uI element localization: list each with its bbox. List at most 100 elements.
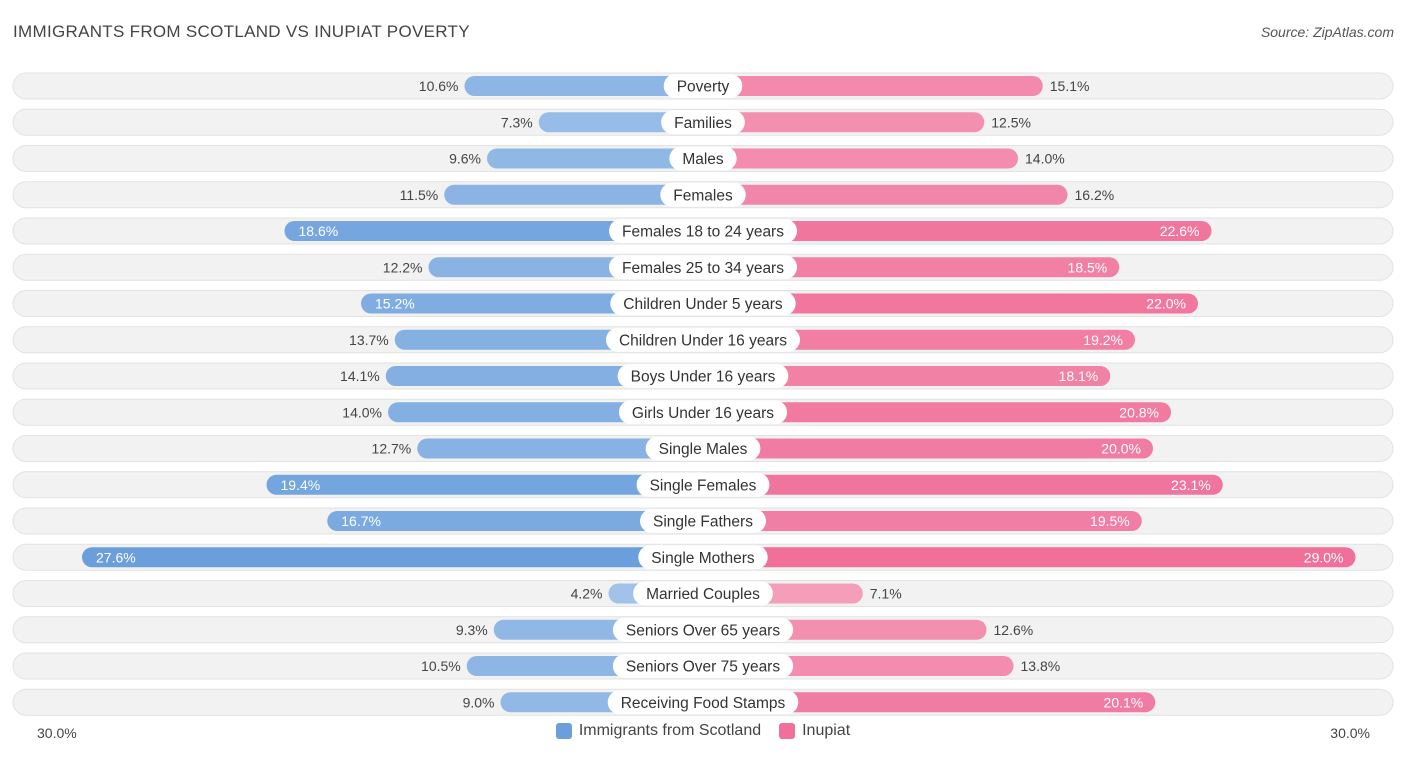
- legend-swatch-right: [779, 723, 796, 739]
- bar-right: [703, 148, 1018, 169]
- value-label-right: 13.8%: [1021, 658, 1061, 674]
- category-label-bg: [609, 255, 797, 280]
- bar-right: [703, 402, 1171, 423]
- value-label-left: 13.7%: [349, 332, 389, 348]
- category-label-bg: [640, 509, 766, 533]
- category-label: Females 18 to 24 years: [622, 224, 784, 241]
- legend-item-right[interactable]: Inupiat: [779, 722, 850, 740]
- value-label-left: 10.5%: [421, 658, 461, 674]
- value-label-left: 7.3%: [501, 114, 533, 130]
- value-label-right: 22.6%: [1160, 223, 1200, 239]
- category-label: Seniors Over 75 years: [626, 659, 780, 676]
- value-label-left: 9.6%: [449, 151, 481, 167]
- category-label-bg: [618, 400, 788, 425]
- value-label-right: 19.5%: [1090, 513, 1130, 529]
- category-label: Males: [682, 151, 724, 168]
- legend: Immigrants from Scotland Inupiat: [0, 722, 1406, 740]
- bar-right: [703, 474, 1223, 495]
- value-label-right: 18.5%: [1068, 259, 1108, 275]
- category-label: Single Females: [650, 477, 757, 494]
- category-label-bg: [669, 146, 737, 171]
- value-label-right: 7.1%: [870, 586, 902, 602]
- bar-left: [444, 184, 703, 205]
- bar-left: [284, 221, 703, 241]
- value-label-right: 29.0%: [1304, 549, 1344, 565]
- category-label: Single Males: [659, 441, 748, 458]
- bar-left: [417, 438, 703, 459]
- chart-title: IMMIGRANTS FROM SCOTLAND VS INUPIAT POVE…: [13, 22, 470, 41]
- axis-left-label: 30.0%: [37, 725, 77, 741]
- category-label: Married Couples: [646, 586, 760, 603]
- value-label-right: 22.0%: [1146, 296, 1186, 312]
- bar-left: [82, 547, 703, 568]
- value-label-left: 14.0%: [342, 404, 382, 420]
- bar-right: [703, 184, 1068, 205]
- bar-right: [703, 547, 1356, 568]
- category-label-bg: [660, 182, 746, 207]
- value-label-left: 9.0%: [463, 694, 495, 710]
- category-label: Females: [673, 187, 733, 204]
- bar-right: [703, 293, 1198, 314]
- legend-item-left[interactable]: Immigrants from Scotland: [555, 722, 762, 740]
- category-label-bg: [638, 545, 768, 570]
- value-label-left: 19.4%: [281, 477, 321, 493]
- category-label-bg: [612, 617, 794, 642]
- bar-right: [703, 511, 1142, 531]
- bar-left: [538, 112, 703, 133]
- category-label: Females 25 to 34 years: [622, 260, 784, 277]
- category-label-bg: [645, 436, 761, 461]
- value-label-right: 19.2%: [1083, 332, 1123, 348]
- value-label-left: 18.6%: [299, 223, 339, 239]
- axis-right-label: 30.0%: [1330, 725, 1370, 741]
- value-label-left: 15.2%: [375, 296, 415, 312]
- value-label-left: 14.1%: [340, 368, 380, 384]
- category-label: Boys Under 16 years: [631, 369, 776, 386]
- value-label-left: 11.5%: [400, 187, 439, 203]
- bar-right: [703, 76, 1043, 96]
- bar-left: [487, 148, 703, 169]
- legend-label-right: Inupiat: [802, 722, 851, 739]
- bar-right: [703, 438, 1153, 459]
- value-label-right: 18.1%: [1059, 368, 1099, 384]
- category-label: Families: [674, 115, 732, 132]
- bar-right: [703, 112, 985, 133]
- category-label: Girls Under 16 years: [632, 405, 774, 422]
- category-label-bg: [607, 690, 799, 715]
- value-label-left: 27.6%: [96, 549, 136, 565]
- category-label: Children Under 5 years: [623, 296, 783, 313]
- category-label: Single Mothers: [651, 550, 755, 567]
- value-label-left: 9.3%: [456, 622, 488, 638]
- value-label-left: 10.6%: [419, 78, 459, 94]
- bar-left: [464, 76, 703, 96]
- category-label-bg: [610, 291, 796, 316]
- bar-left: [327, 511, 703, 531]
- category-label-bg: [609, 219, 797, 243]
- legend-label-left: Immigrants from Scotland: [578, 722, 762, 739]
- value-label-right: 12.5%: [991, 114, 1031, 130]
- category-label: Seniors Over 65 years: [626, 622, 780, 639]
- category-label-bg: [661, 110, 745, 135]
- value-label-left: 12.7%: [372, 441, 412, 457]
- category-label-bg: [612, 654, 794, 678]
- value-label-right: 15.1%: [1050, 78, 1090, 94]
- value-label-right: 16.2%: [1075, 187, 1115, 203]
- category-label-bg: [633, 581, 773, 606]
- category-label: Poverty: [677, 79, 730, 96]
- value-label-right: 20.8%: [1119, 404, 1159, 420]
- value-label-right: 20.1%: [1104, 694, 1144, 710]
- legend-swatch-left: [555, 723, 572, 739]
- bar-right: [703, 257, 1120, 278]
- category-label: Single Fathers: [653, 514, 753, 531]
- category-label-bg: [617, 364, 789, 388]
- value-label-left: 16.7%: [341, 513, 381, 529]
- value-label-right: 23.1%: [1171, 477, 1211, 493]
- value-label-right: 14.0%: [1025, 151, 1065, 167]
- value-label-left: 4.2%: [571, 586, 603, 602]
- bar-right: [703, 366, 1111, 386]
- category-label: Receiving Food Stamps: [621, 695, 786, 712]
- bar-right: [703, 221, 1212, 241]
- category-label-bg: [605, 327, 801, 352]
- value-label-right: 20.0%: [1101, 441, 1141, 457]
- bar-left: [266, 474, 703, 495]
